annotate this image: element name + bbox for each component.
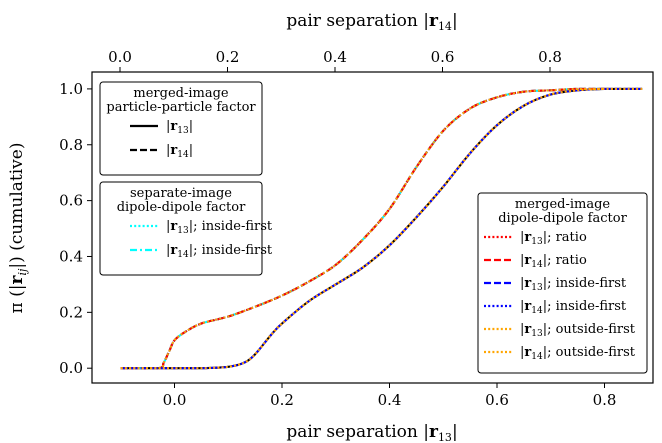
y-tick-label: 0.0	[59, 359, 83, 377]
legend-label: |r14|; inside-first	[520, 299, 627, 316]
legend-title: particle-particle factor	[106, 100, 256, 115]
legend-title: merged-image	[133, 86, 229, 101]
x-top-tick-label: 0.2	[216, 48, 240, 66]
series-layer	[120, 87, 643, 370]
x-tick-label: 0.8	[593, 391, 617, 409]
legend-box	[99, 81, 263, 176]
legend-title: merged-image	[515, 197, 611, 212]
x-top-tick-label: 0.0	[108, 48, 132, 66]
legend-label: |r13|; inside-first	[520, 276, 627, 293]
legend-title: separate-image	[130, 186, 232, 201]
legend-box	[99, 181, 263, 276]
y-tick-label: 0.2	[59, 303, 83, 321]
x-top-tick-label: 0.6	[431, 48, 455, 66]
y-tick-label: 1.0	[59, 80, 83, 98]
legend-label: |r13|; inside-first	[166, 219, 273, 236]
series-line-7	[120, 87, 643, 370]
x-tick-label: 0.2	[270, 391, 294, 409]
legend-label: |r13|; outside-first	[520, 322, 636, 339]
legend-label: |r14|; inside-first	[166, 243, 273, 260]
x-top-tick-label: 0.4	[323, 48, 347, 66]
x-axis-label: pair separation |r13|	[286, 422, 457, 443]
y-tick-label: 0.8	[59, 136, 83, 154]
y-axis-label: π (|rij|) (cumulative)	[7, 143, 29, 314]
y-tick-label: 0.4	[59, 247, 83, 265]
legend-title: dipole-dipole factor	[117, 200, 246, 215]
legend-label: |r13|; ratio	[520, 230, 587, 247]
ticks-layer: 0.0 0.2 0.4 0.6 0.8 0.0 0.2 0.4 0.6 0.8 0.0 0.2 0.4 0…	[59, 48, 616, 409]
legend-title: dipole-dipole factor	[498, 211, 627, 226]
legend-label: |r14|; outside-first	[520, 345, 636, 362]
legend-label: |r14|; ratio	[520, 253, 587, 270]
x-tick-label: 0.4	[378, 391, 402, 409]
y-tick-label: 0.6	[59, 192, 83, 210]
legend-box	[477, 192, 648, 374]
plot-frame	[91, 71, 654, 384]
x-tick-label: 0.0	[163, 391, 187, 409]
x-top-axis-label: pair separation |r14|	[286, 11, 457, 33]
x-top-tick-label: 0.8	[538, 48, 562, 66]
series-line-10	[120, 87, 605, 370]
x-tick-label: 0.6	[485, 391, 509, 409]
